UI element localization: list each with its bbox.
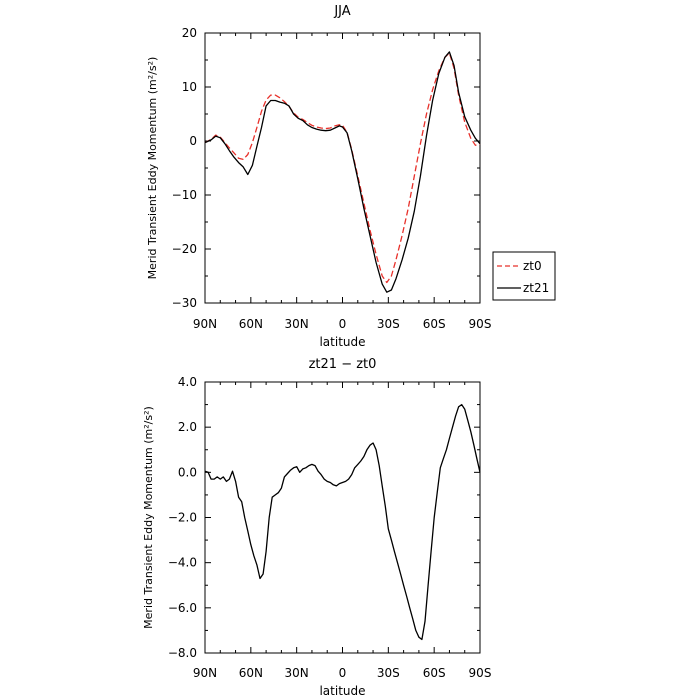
bottom-panel: zt21 − zt0 90N 60N 30N 0 30S 60S 90S −8.0 −6.0 −4.…: [142, 357, 491, 698]
y-tick-label: 10: [182, 80, 197, 94]
y-axis-label: Merid Transient Eddy Momentum (m²/s²): [142, 406, 155, 629]
x-tick-label: 0: [339, 317, 347, 331]
x-tick-label: 90S: [469, 666, 492, 680]
y-tick-label: −4.0: [168, 556, 197, 570]
legend-label-zt0: zt0: [523, 259, 542, 273]
y-tick-label: 2.0: [178, 420, 197, 434]
chart-title: JJA: [333, 4, 350, 19]
y-tick-label: −2.0: [168, 511, 197, 525]
x-tick-label: 60S: [423, 666, 446, 680]
y-axis-label: Merid Transient Eddy Momentum (m²/s²): [146, 57, 159, 280]
chart-title: zt21 − zt0: [309, 357, 377, 372]
plot-frame: [204, 381, 481, 654]
top-panel: JJA 90N 60N 30N 0 30S 60S 90S −30 −20 −10 0 10 20 lati…: [146, 4, 556, 349]
y-tick-label: 0: [189, 134, 197, 148]
x-tick-label: 90N: [193, 666, 217, 680]
y-tick-label: −20: [172, 242, 197, 256]
x-tick-label: 90N: [193, 317, 217, 331]
x-tick-label: 90S: [469, 317, 492, 331]
x-tick-label: 60N: [239, 666, 263, 680]
series-line-zt0: [204, 52, 481, 284]
series-line-series-0: [204, 403, 481, 641]
series-line-zt21: [204, 51, 481, 293]
x-tick-label: 30N: [285, 666, 309, 680]
x-tick-label: 0: [339, 666, 347, 680]
x-axis-label: latitude: [319, 335, 365, 349]
x-axis-label: latitude: [319, 684, 365, 698]
legend: zt0 zt21: [492, 251, 556, 301]
y-tick-label: −8.0: [168, 646, 197, 660]
x-tick-label: 60N: [239, 317, 263, 331]
y-tick-label: −30: [172, 296, 197, 310]
x-tick-label: 30S: [377, 317, 400, 331]
y-tick-label: 4.0: [178, 375, 197, 389]
x-tick-label: 30S: [377, 666, 400, 680]
y-tick-label: 0.0: [178, 465, 197, 479]
x-tick-label: 60S: [423, 317, 446, 331]
legend-label-zt21: zt21: [523, 281, 549, 295]
y-tick-label: 20: [182, 26, 197, 40]
x-tick-label: 30N: [285, 317, 309, 331]
legend-box: [492, 251, 556, 301]
y-tick-label: −6.0: [168, 601, 197, 615]
y-tick-label: −10: [172, 188, 197, 202]
